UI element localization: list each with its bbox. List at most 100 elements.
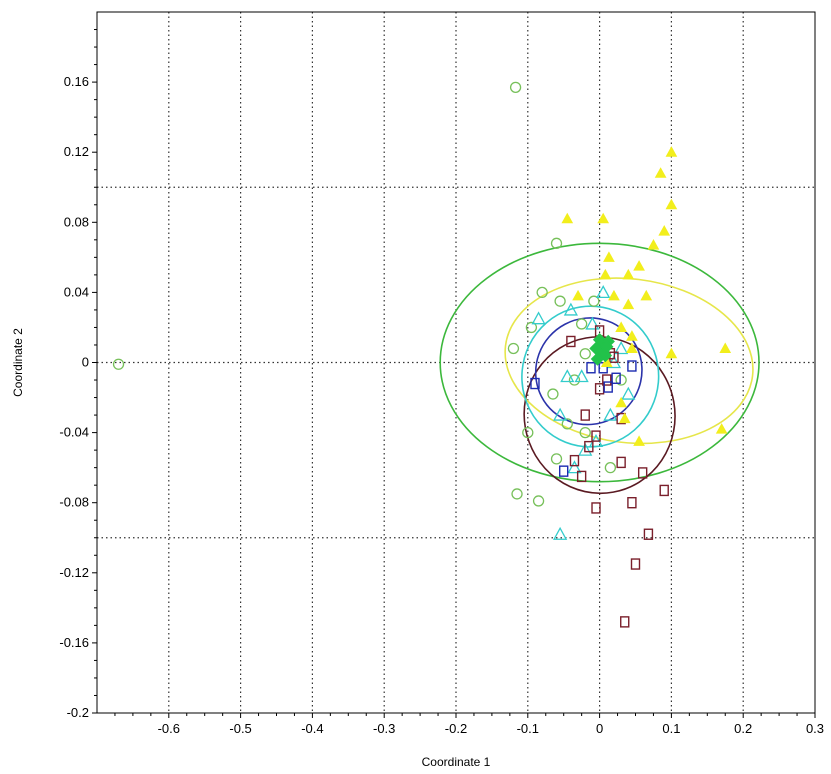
series-2 (566, 325, 669, 628)
data-point (525, 321, 538, 334)
data-point (615, 374, 627, 386)
data-point (550, 453, 563, 465)
x-tick-label: -0.6 (158, 721, 180, 736)
data-point (608, 289, 620, 301)
data-point (643, 528, 654, 540)
plot-frame (96, 11, 816, 714)
confidence-ellipse (439, 242, 760, 483)
y-tick-label: 0.08 (64, 214, 89, 229)
data-point (509, 81, 522, 94)
data-point (559, 465, 569, 477)
y-tick-label: 0 (82, 355, 89, 370)
x-tick-label: 0.2 (734, 721, 752, 736)
x-tick-label: -0.3 (373, 721, 395, 736)
data-point (580, 409, 590, 421)
data-point (576, 470, 587, 483)
series-5 (589, 333, 615, 366)
data-point (588, 295, 600, 307)
data-point (627, 497, 637, 509)
data-point (640, 289, 653, 301)
data-point (561, 212, 574, 224)
data-point (599, 268, 612, 280)
data-point (579, 348, 591, 360)
data-point (550, 237, 563, 249)
data-point (620, 616, 630, 628)
data-point (591, 502, 601, 514)
y-tick-label: 0.12 (64, 144, 89, 159)
data-point (584, 440, 594, 453)
data-point (603, 251, 615, 262)
x-tick-label: -0.1 (517, 721, 539, 736)
data-point (715, 423, 728, 434)
data-point (604, 461, 617, 474)
y-axis-ticks: -0.2 -0.16 -0.12 -0.08 -0.04 0 0.04 0.08 0.12 0.1… (59, 29, 97, 720)
data-point (547, 388, 559, 400)
y-tick-label: 0.04 (64, 284, 89, 299)
x-tick-label: 0.1 (662, 721, 680, 736)
series-0 (112, 81, 627, 507)
data-point (637, 467, 648, 479)
data-point (618, 412, 631, 424)
y-tick-label: -0.12 (59, 565, 89, 580)
data-point (567, 460, 582, 474)
y-tick-label: -0.16 (59, 635, 89, 650)
data-point (616, 456, 626, 469)
data-point (579, 426, 591, 439)
data-point (507, 342, 520, 355)
data-point (633, 260, 645, 271)
data-point (622, 298, 635, 310)
x-tick-label: -0.4 (301, 721, 323, 736)
data-point (665, 198, 678, 210)
data-point (611, 372, 621, 384)
data-point (665, 146, 678, 157)
data-point (561, 418, 573, 430)
plot-area (96, 11, 816, 714)
x-tick-label: -0.5 (229, 721, 251, 736)
data-point (536, 286, 548, 299)
data-point (630, 558, 641, 570)
grid (97, 12, 815, 713)
data-point (590, 352, 605, 366)
series-4 (561, 146, 732, 446)
data-point (615, 321, 627, 332)
y-tick-label: -0.2 (67, 705, 89, 720)
data-point (597, 212, 610, 224)
data-point (112, 358, 125, 370)
x-axis-ticks: -0.6 -0.5 -0.4 -0.3 -0.2 -0.1 0 0.1 0.2 0.3 (114, 713, 824, 736)
data-point (574, 369, 589, 383)
confidence-ellipse (504, 277, 754, 445)
data-point (659, 484, 669, 497)
data-point (602, 374, 612, 386)
data-point (614, 341, 629, 355)
x-axis-title: Coordinate 1 (422, 755, 491, 769)
data-point (600, 340, 614, 354)
data-point (531, 311, 546, 325)
data-point (569, 454, 580, 467)
data-point (553, 526, 568, 540)
data-point (658, 225, 671, 236)
data-point (600, 356, 613, 367)
data-point (530, 377, 540, 390)
data-point (572, 289, 584, 301)
data-point (622, 268, 635, 280)
data-point (603, 407, 618, 421)
data-point (532, 495, 545, 507)
y-tick-label: 0.16 (64, 74, 89, 89)
data-points (112, 81, 732, 628)
data-point (633, 435, 645, 446)
data-point (591, 430, 601, 442)
data-point (554, 295, 566, 307)
data-point (511, 488, 523, 500)
y-tick-label: -0.08 (59, 495, 89, 510)
data-point (522, 426, 534, 439)
data-point (566, 335, 576, 348)
data-point (578, 442, 593, 456)
data-point (627, 360, 637, 372)
data-point (568, 374, 581, 386)
confidence-ellipses (439, 242, 760, 495)
data-point (585, 316, 600, 330)
data-point (603, 381, 613, 393)
data-point (553, 407, 568, 421)
x-tick-label: -0.2 (445, 721, 467, 736)
